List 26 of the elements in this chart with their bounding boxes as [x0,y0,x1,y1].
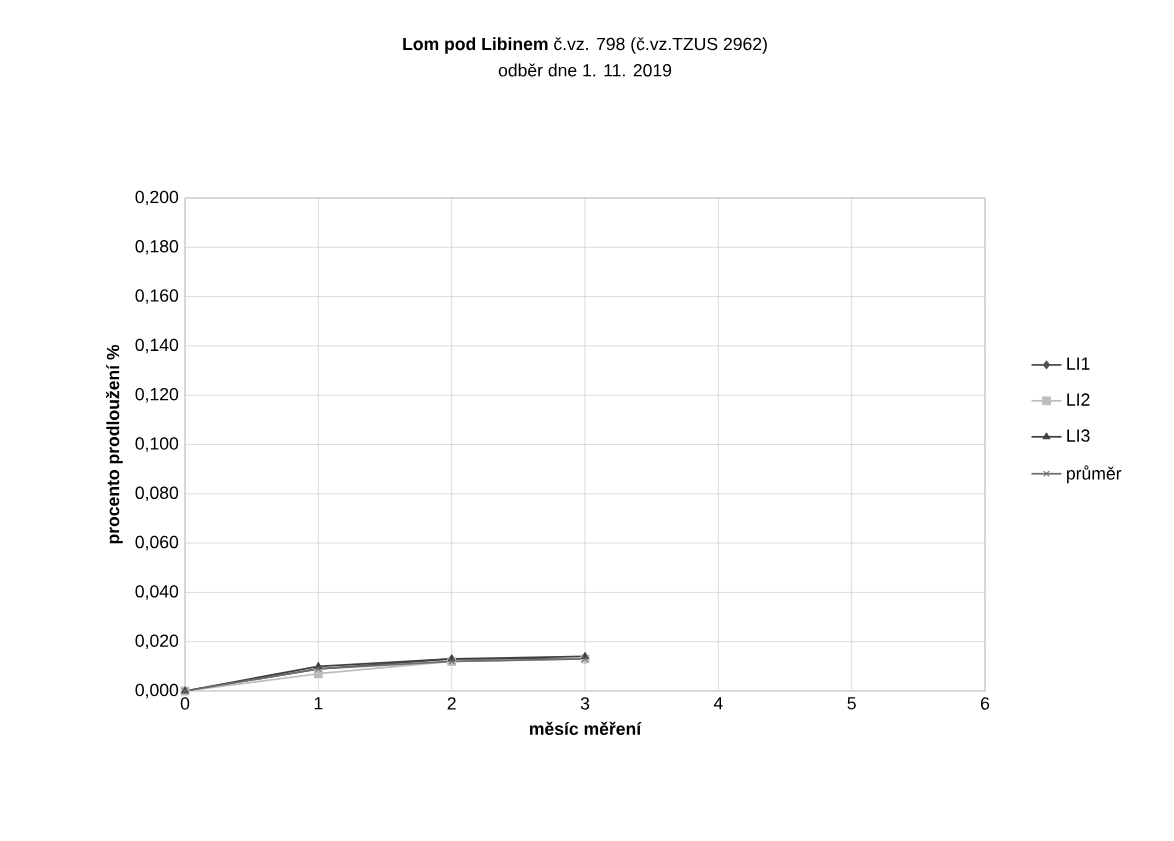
x-tick-label: 4 [713,697,723,710]
x-tick-label: 1 [314,697,323,710]
x-tick-label: 6 [981,697,990,710]
y-tick-label: 0,040 [135,585,179,600]
y-tick-label: 0,140 [135,338,179,354]
y-tick-label: 0,080 [135,486,179,502]
y-tick-label: 0,200 [135,190,179,206]
chart-subtitle: odběr dne 1. 11. 2019 [498,63,672,77]
legend-label: průměr [1067,465,1122,484]
y-tick-label: 0,020 [135,634,179,649]
y-tick-label: 0,000 [135,683,179,699]
y-tick-label: 0,100 [135,437,179,452]
legend-label: LI1 [1067,357,1090,370]
x-tick-label: 2 [447,697,456,710]
y-tick-label: 0,120 [135,387,179,403]
legend-label: LI2 [1067,393,1090,406]
x-tick-label: 3 [580,697,590,710]
x-tick-label: 5 [847,697,856,710]
y-axis-title: procento prodloužení % [105,344,123,544]
legend-label: LI3 [1067,429,1090,442]
x-tick-label: 0 [180,697,190,710]
x-axis-title: měsíc měření [529,721,642,735]
chart-title: Lom pod Libinem č.vz. 798 (č.vz.TZUS 2962) [403,37,767,54]
y-tick-label: 0,160 [135,289,179,304]
y-tick-label: 0,060 [135,535,179,551]
y-tick-label: 0,180 [135,240,179,255]
